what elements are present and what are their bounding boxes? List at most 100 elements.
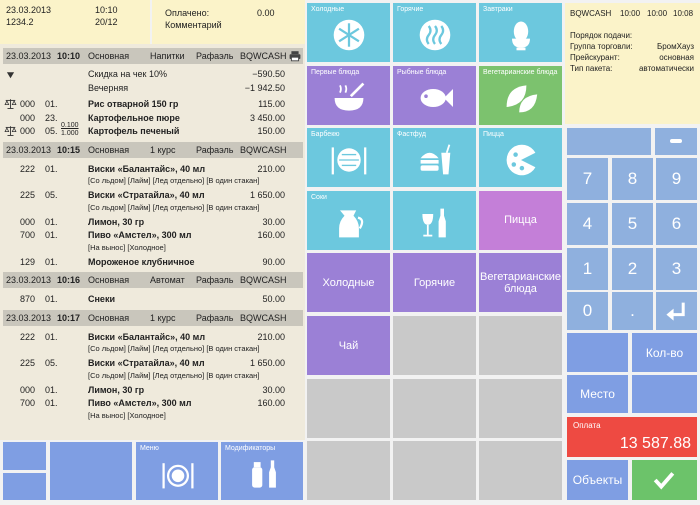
order-group-header[interactable]: 23.03.2013 10:16 Основная Автомат Рафаэль BQW… <box>3 272 303 288</box>
menu-tile[interactable]: Горячие <box>393 253 476 313</box>
order-item[interactable]: 870 01. Снеки 50.00 <box>0 293 305 306</box>
order-item[interactable]: 129 01. Мороженое клубничное 90.00 <box>0 256 305 269</box>
icon-part <box>4 100 17 105</box>
icon-part <box>441 152 451 175</box>
objects-button[interactable]: Объекты <box>567 460 628 500</box>
order-group-header[interactable]: 23.03.2013 10:15 Основная 1 курс Рафаэль BQWC… <box>3 141 303 158</box>
keypad-key[interactable]: 1 <box>567 248 608 290</box>
menu-tile[interactable]: Барбекю <box>307 128 390 188</box>
payment-button[interactable]: Оплата 13 587.88 <box>567 417 697 457</box>
order-item[interactable]: 222 01. Виски «Балантайс», 40 мл 210.00 <box>0 331 305 344</box>
order-item[interactable]: 000 23. Картофельное пюре 3 450.00 <box>0 112 305 125</box>
item-name: Мороженое клубничное <box>88 256 195 267</box>
confirm-button[interactable] <box>632 460 697 500</box>
order-group-header[interactable]: 23.03.2013 10:17 Основная 1 курс Рафаэль BQWC… <box>3 309 303 326</box>
menu-tile[interactable]: Вегетарианские блюда <box>479 65 562 125</box>
menu-tile[interactable] <box>393 316 476 375</box>
order-item[interactable]: 000 01. Рис отварной 150 гр 115.00 <box>0 98 305 111</box>
keypad-key[interactable]: 7 <box>567 158 608 200</box>
keypad-key[interactable]: . <box>612 292 653 330</box>
button[interactable] <box>3 473 46 500</box>
date: 23.03.2013 <box>6 5 52 15</box>
menu-tile[interactable]: Холодные <box>307 3 390 62</box>
printer-icon <box>289 51 301 62</box>
cashier: BQWCASH <box>570 9 612 18</box>
order-item[interactable]: 222 01. Виски «Балантайс», 40 мл 210.00 <box>0 163 305 176</box>
menu-tile[interactable] <box>393 378 476 438</box>
tile-icon <box>419 19 451 51</box>
tile-label: Фастфуд <box>397 131 426 139</box>
menu-tile[interactable]: Рыбные блюда <box>393 65 476 125</box>
keypad-key[interactable]: 6 <box>656 203 697 245</box>
menu-tile[interactable] <box>479 316 562 375</box>
group-type: Основная <box>88 312 130 323</box>
clear-button[interactable] <box>655 128 697 155</box>
menu-tile[interactable]: Первые блюда <box>307 65 390 125</box>
button[interactable] <box>50 442 132 500</box>
button[interactable] <box>567 333 628 372</box>
item-name: Рис отварной 150 гр <box>88 99 179 109</box>
place-button[interactable]: Место <box>567 375 628 413</box>
menu-tile[interactable] <box>479 378 562 438</box>
order-item[interactable]: 700 01. Пиво «Амстел», 300 мл 160.00 <box>0 397 305 410</box>
item-price: 50.00 <box>262 294 285 304</box>
menu-tile[interactable]: Вегетарианские блюда <box>479 253 562 313</box>
menu-tile[interactable]: Пицца <box>479 128 562 188</box>
item-name: Лимон, 30 гр <box>88 384 145 395</box>
icon-part <box>666 308 674 321</box>
icon-part <box>290 56 300 62</box>
order-item[interactable]: 700 01. Пиво «Амстел», 300 мл 160.00 <box>0 229 305 242</box>
order-group-header[interactable]: 23.03.2013 10:10 Основная Напитки Рафаэль BQW… <box>3 48 303 64</box>
item-quantity: 000 <box>20 126 36 136</box>
item-number: 01. <box>45 398 58 408</box>
icon-part <box>519 166 525 171</box>
enter-key[interactable] <box>656 292 697 330</box>
keypad-key[interactable]: 5 <box>612 203 653 245</box>
info-label: Тип пакета: <box>570 64 613 73</box>
time: 10:00 <box>620 9 641 18</box>
menu-tile[interactable]: Пицца <box>479 190 562 250</box>
menu-tile[interactable]: Чай <box>307 316 390 375</box>
order-item[interactable]: 225 05. Виски «Стратайла», 40 мл 1 650.00 <box>0 189 305 202</box>
keypad-key[interactable]: 8 <box>612 158 653 200</box>
icon-part <box>357 216 364 229</box>
keypad-key[interactable]: 3 <box>656 248 697 290</box>
item-price: 30.00 <box>262 384 285 395</box>
menu-tile[interactable] <box>307 378 390 438</box>
menu-button[interactable]: Меню <box>136 442 218 500</box>
order-item[interactable]: 000 01. Лимон, 30 гр 30.00 <box>0 216 305 229</box>
keypad-key[interactable]: 2 <box>612 248 653 290</box>
quantity-button[interactable]: Кол-во <box>632 333 697 372</box>
menu-tile[interactable] <box>307 441 390 501</box>
menu-tile[interactable]: Холодные <box>307 253 390 313</box>
scale-icon <box>4 126 17 136</box>
button[interactable] <box>632 375 697 413</box>
item-quantity: 129 <box>20 256 36 267</box>
button[interactable] <box>567 128 651 155</box>
tile-icon <box>422 208 446 238</box>
menu-tile[interactable] <box>393 441 476 501</box>
tile-label: Вегетарианские блюда <box>479 270 562 295</box>
menu-tile[interactable] <box>479 441 562 501</box>
time: 10:08 <box>673 9 694 18</box>
menu-tile[interactable]: Завтраки <box>479 3 562 62</box>
menu-tile[interactable] <box>393 190 476 250</box>
check-number: 1234.2 <box>6 17 34 27</box>
keypad-key[interactable]: 9 <box>656 158 697 200</box>
modifiers-icon <box>252 460 276 488</box>
keypad-key[interactable]: 4 <box>567 203 608 245</box>
icon-part <box>511 162 517 167</box>
button[interactable] <box>3 442 46 470</box>
menu-tile[interactable]: Горячие <box>393 3 476 62</box>
keypad-key[interactable]: 0 <box>567 292 608 330</box>
time: 10:00 <box>647 9 668 18</box>
menu-tile[interactable]: Соки <box>307 190 390 250</box>
item-quantity: 222 <box>20 331 36 342</box>
modifiers-button[interactable]: Модификаторы <box>221 442 303 500</box>
order-item[interactable]: 000 05. 0.100 1.000 Картофель печеный 150.00 <box>0 122 305 138</box>
menu-tile[interactable]: Фастфуд <box>393 128 476 188</box>
order-item[interactable]: 225 05. Виски «Стратайла», 40 мл 1 650.00 <box>0 357 305 370</box>
order-item[interactable]: 000 01. Лимон, 30 гр 30.00 <box>0 384 305 397</box>
info-label: Группа торговли: <box>570 42 633 51</box>
item-price: 210.00 <box>257 331 285 342</box>
